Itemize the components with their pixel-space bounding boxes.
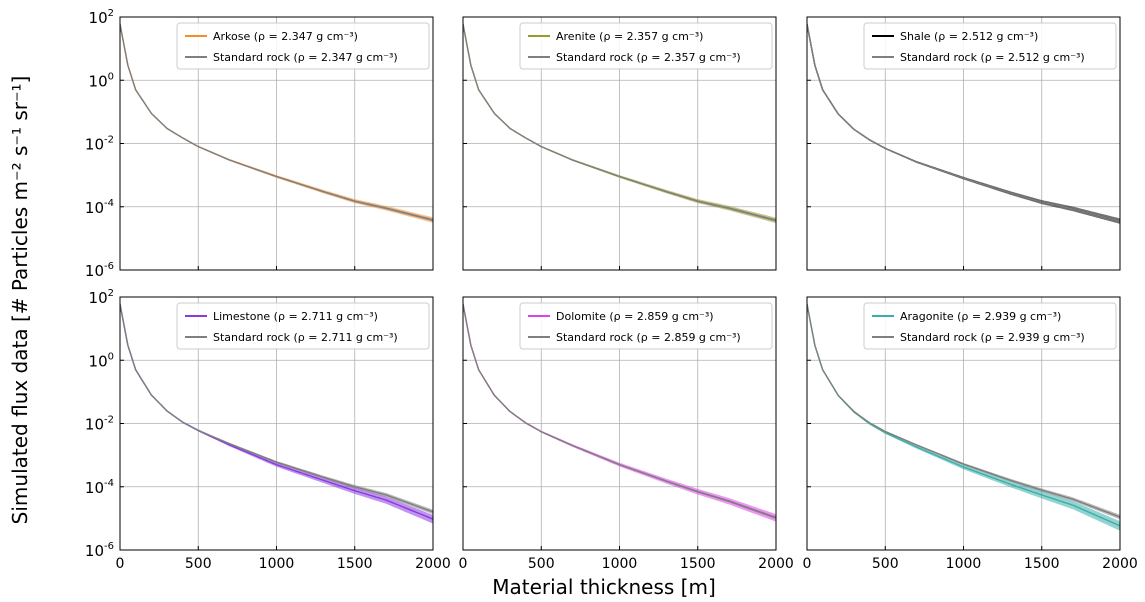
x-tick-label: 2000 [415,556,451,572]
y-tick-label: 100 [89,71,114,90]
x-tick-label: 2000 [758,556,794,572]
x-tick-label: 500 [872,556,899,572]
x-tick-label: 0 [116,556,125,572]
legend: Arenite (ρ = 2.357 g cm⁻³) Standard rock … [519,22,773,70]
y-tick-label: 102 [89,288,114,307]
panel-top-right: Shale (ρ = 2.512 g cm⁻³) Standard rock (ρ… [806,16,1121,271]
legend: Aragonite (ρ = 2.939 g cm⁻³) Standard roc… [863,302,1117,350]
x-tick-label: 2000 [1102,556,1138,572]
legend-box [519,302,773,350]
y-tick-label: 10-6 [85,261,114,280]
legend: Dolomite (ρ = 2.859 g cm⁻³) Standard rock… [519,302,773,350]
series-line-1 [120,303,433,513]
x-tick-label: 1000 [602,556,638,572]
legend-entry: Arenite (ρ = 2.357 g cm⁻³) [556,30,703,43]
series-line-1 [463,303,776,519]
plot-area [120,23,433,223]
series-line-1 [463,23,776,222]
legend: Arkose (ρ = 2.347 g cm⁻³) Standard rock (… [176,22,430,70]
legend: Limestone (ρ = 2.711 g cm⁻³) Standard roc… [176,302,430,350]
x-tick-label: 500 [185,556,212,572]
legend-entry: Standard rock (ρ = 2.711 g cm⁻³) [213,331,398,344]
y-tick-label: 10-2 [85,135,114,154]
series-line-1 [807,303,1120,518]
series-line-1 [807,23,1120,222]
y-tick-label: 100 [89,351,114,370]
x-tick-label: 500 [528,556,555,572]
legend-entry: Dolomite (ρ = 2.859 g cm⁻³) [556,310,714,323]
legend-box [176,22,430,70]
plot-area [120,303,433,524]
plot-area [463,303,776,522]
legend-box [519,22,773,70]
legend: Shale (ρ = 2.512 g cm⁻³) Standard rock (ρ… [863,22,1117,70]
y-tick-label: 10-4 [85,198,114,217]
x-tick-label: 0 [803,556,812,572]
legend-box [863,302,1117,350]
legend-entry: Standard rock (ρ = 2.859 g cm⁻³) [556,331,741,344]
plot-area [807,303,1120,531]
legend-entry: Standard rock (ρ = 2.357 g cm⁻³) [556,51,741,64]
series-line-1 [120,23,433,221]
series-band-0 [807,304,1120,531]
y-axis-label: Simulated flux data [# Particles m⁻² s⁻¹… [8,76,32,525]
y-tick-label: 102 [89,8,114,27]
legend-entry: Standard rock (ρ = 2.512 g cm⁻³) [900,51,1085,64]
panels: 102 100 10-2 10-4 10-6 Arkose (ρ = 2.347 g cm… [85,8,1138,572]
y-tick-label: 10-2 [85,415,114,434]
legend-box [176,302,430,350]
plot-area [463,23,776,224]
legend-entry: Standard rock (ρ = 2.939 g cm⁻³) [900,331,1085,344]
panel-top-middle: Arenite (ρ = 2.357 g cm⁻³) Standard rock … [462,16,777,271]
panel-bottom-middle: 0 500 1000 1500 2000 Dolomite (ρ = 2.859 g cm… [459,296,794,572]
x-tick-label: 1500 [680,556,716,572]
panel-bottom-right: 0 500 1000 1500 2000 Aragonite (ρ = 2.939 g c… [803,296,1138,572]
legend-entry: Standard rock (ρ = 2.347 g cm⁻³) [213,51,398,64]
legend-entry: Arkose (ρ = 2.347 g cm⁻³) [213,30,358,43]
x-tick-label: 1500 [1024,556,1060,572]
x-axis-label: Material thickness [m] [492,575,716,599]
plot-area [807,23,1120,224]
panel-bottom-left: 0 500 1000 1500 2000 102 100 10-2 10-4 10-6 Limest… [85,288,451,572]
x-tick-label: 1000 [259,556,295,572]
x-tick-label: 1500 [337,556,373,572]
y-tick-label: 10-6 [85,541,114,560]
panel-top-left: 102 100 10-2 10-4 10-6 Arkose (ρ = 2.347 g cm… [85,8,434,280]
x-tick-label: 0 [459,556,468,572]
y-tick-label: 10-4 [85,478,114,497]
legend-box [863,22,1117,70]
legend-entry: Shale (ρ = 2.512 g cm⁻³) [900,30,1038,43]
x-tick-label: 1000 [946,556,982,572]
legend-entry: Limestone (ρ = 2.711 g cm⁻³) [213,310,378,323]
legend-entry: Aragonite (ρ = 2.939 g cm⁻³) [900,310,1061,323]
